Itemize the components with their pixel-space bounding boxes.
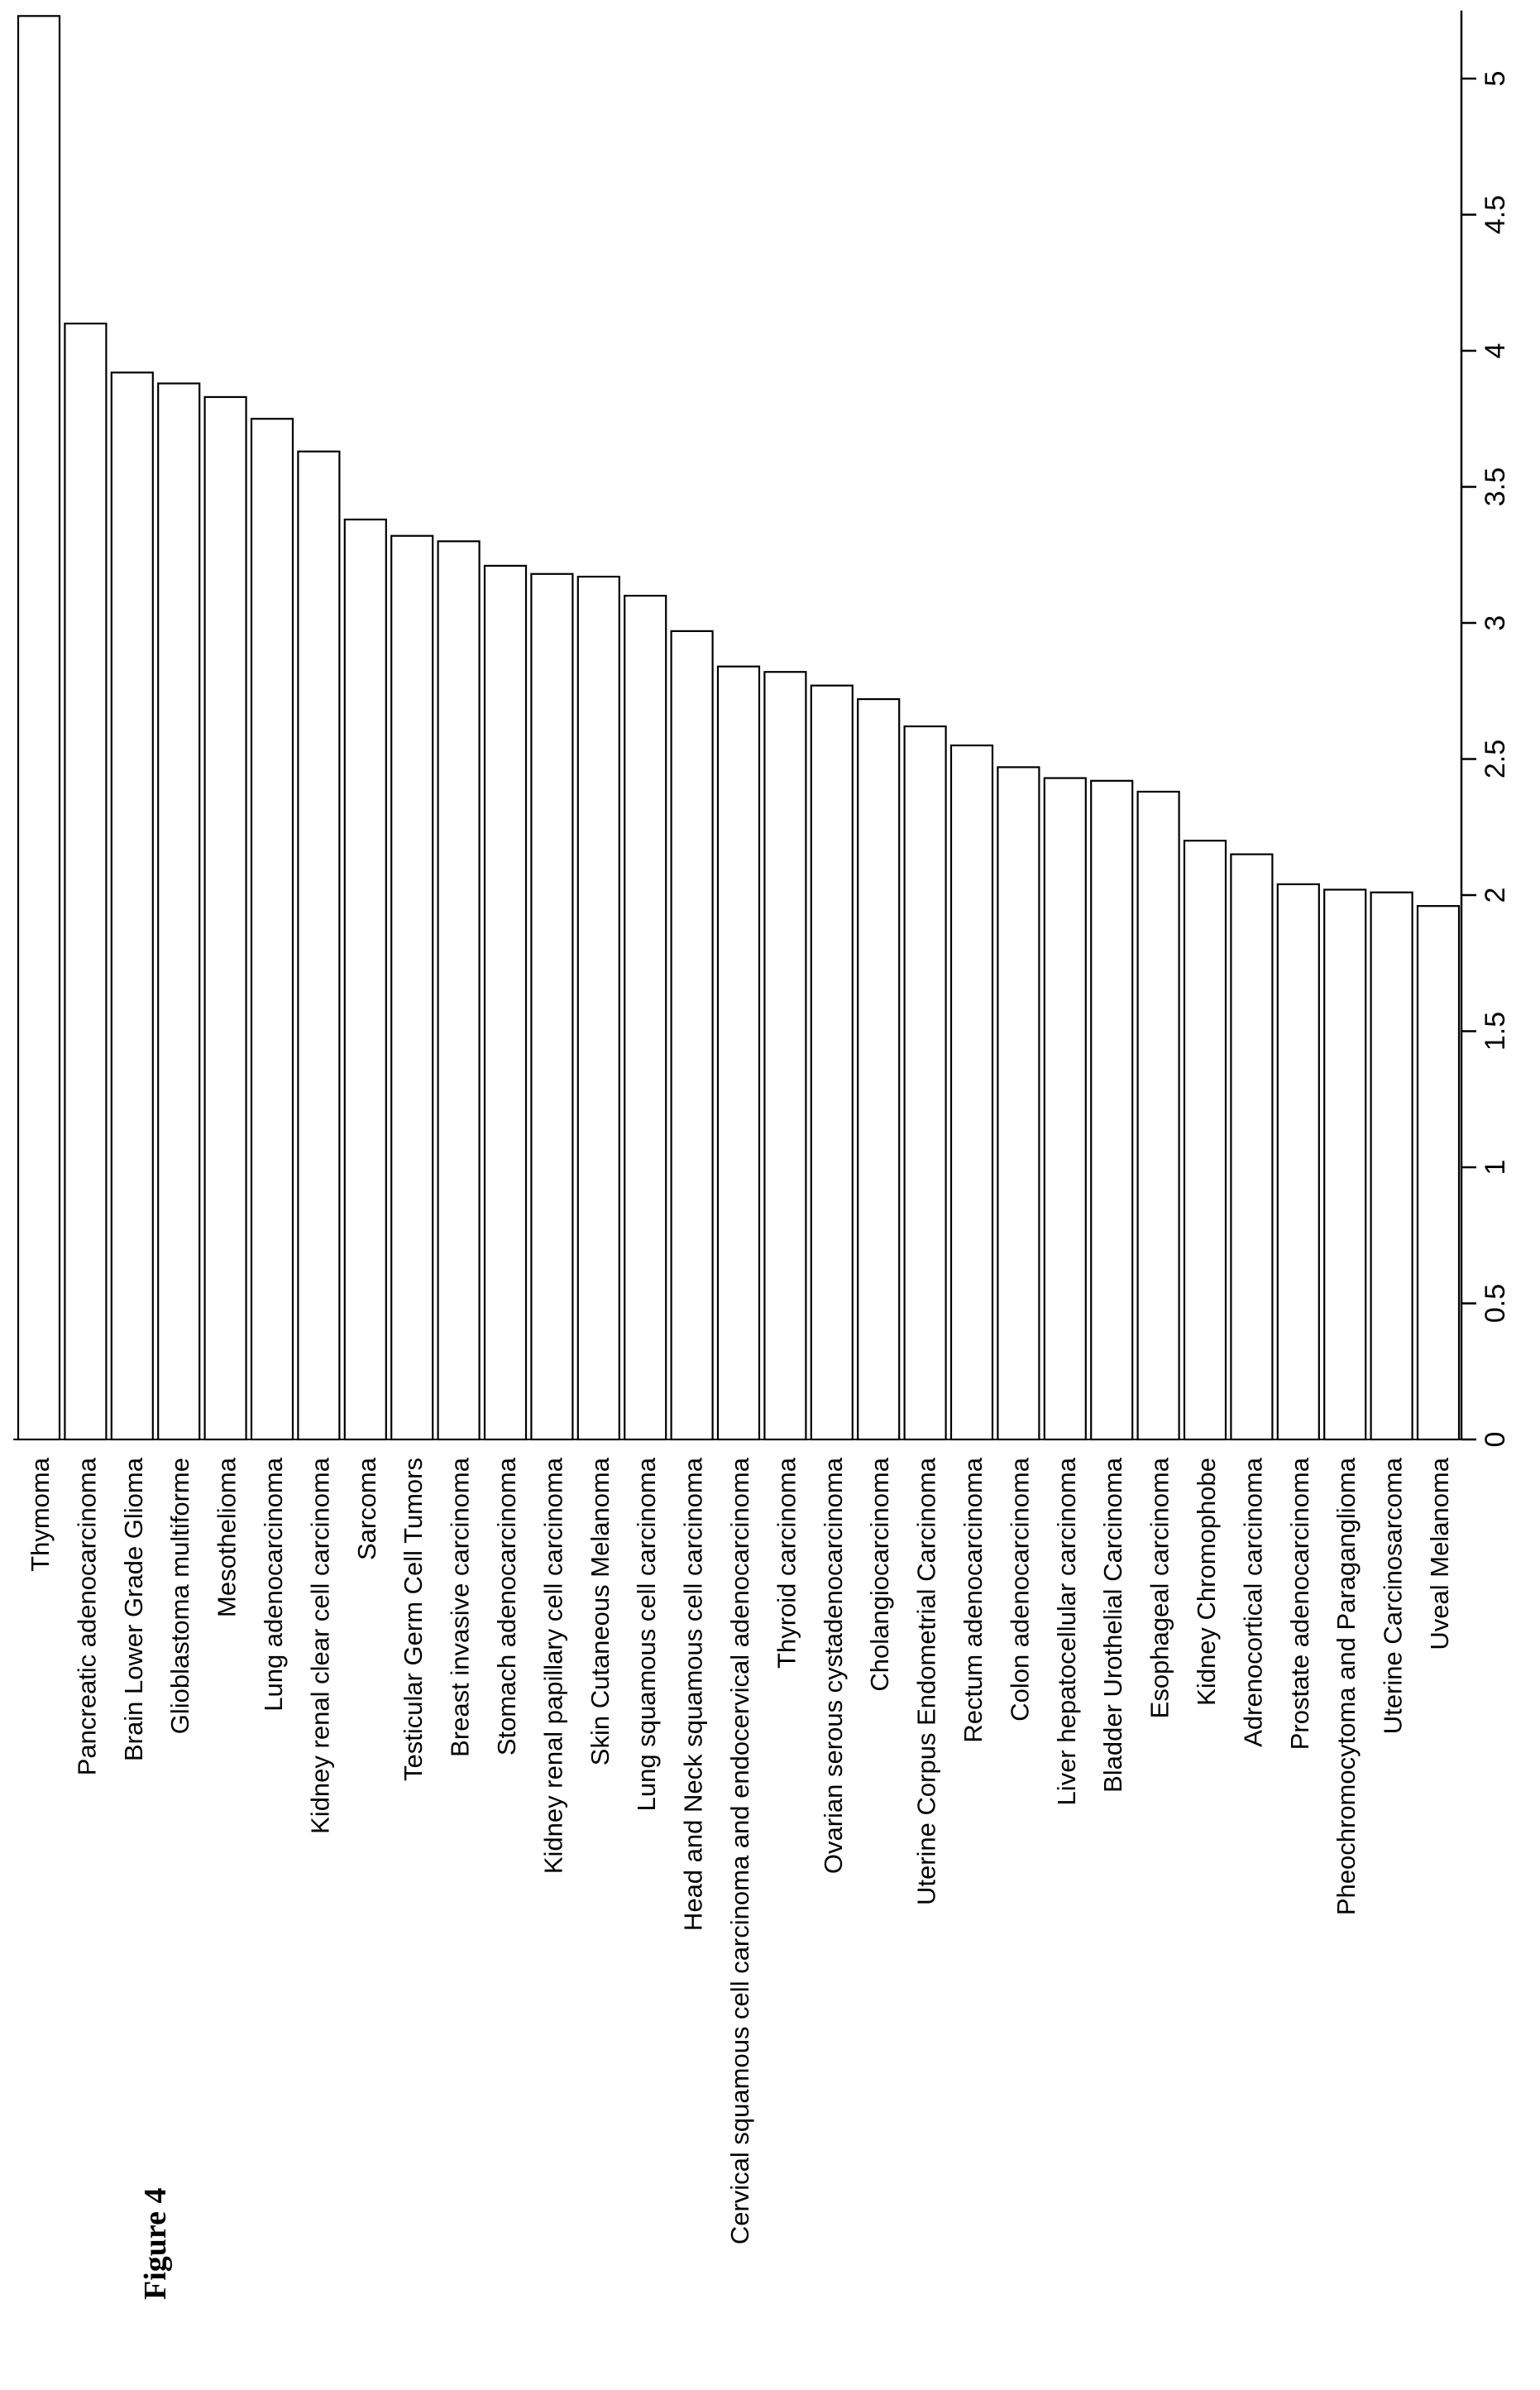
bar — [343, 518, 387, 1441]
y-tick-label: 3.5 — [1480, 467, 1511, 506]
bar — [1276, 883, 1320, 1441]
category-label: Thyroid carcinoma — [772, 1457, 801, 1669]
category-label: Thymoma — [26, 1457, 55, 1572]
bar — [857, 698, 901, 1441]
bar — [949, 744, 994, 1441]
bar — [810, 684, 854, 1441]
category-label: Mesothelioma — [213, 1457, 242, 1617]
y-tick-label: 1 — [1480, 1160, 1511, 1176]
bar — [670, 630, 714, 1441]
category-label: Uterine Carcinosarcoma — [1379, 1457, 1408, 1734]
y-tick-label: 2 — [1480, 888, 1511, 903]
category-label: Skin Cutaneous Melanoma — [586, 1457, 615, 1765]
category-label: Liver hepatocellular carcinoma — [1052, 1457, 1081, 1805]
category-label: Stomach adenocarcinoma — [492, 1457, 521, 1755]
bar — [763, 671, 807, 1441]
bar — [1136, 790, 1180, 1441]
bar — [903, 725, 947, 1441]
bar — [1230, 853, 1274, 1441]
category-label: Uveal Melanoma — [1425, 1457, 1454, 1650]
bar — [530, 572, 574, 1441]
bar — [1090, 779, 1134, 1441]
category-label: Kidney renal papillary cell carcinoma — [538, 1457, 567, 1874]
category-label: Brain Lower Grade Glioma — [119, 1457, 148, 1761]
category-label: Pheochromocytoma and Paraganglioma — [1332, 1457, 1361, 1915]
bar — [1323, 888, 1367, 1441]
bar — [1183, 840, 1227, 1441]
bar — [17, 15, 61, 1441]
category-label: Kidney renal clear cell carcinoma — [305, 1457, 334, 1834]
bar — [390, 534, 434, 1441]
bar — [297, 450, 341, 1441]
category-label: Bladder Urothelial Carcinoma — [1098, 1457, 1127, 1793]
bar — [1370, 891, 1413, 1441]
category-label: Breast invasive carcinoma — [446, 1457, 475, 1757]
y-tick-label: 1.5 — [1480, 1012, 1511, 1051]
y-tick-label: 0 — [1480, 1432, 1511, 1448]
y-tick-label: 4.5 — [1480, 195, 1511, 234]
category-label: Rectum adenocarcinoma — [959, 1457, 988, 1742]
y-tick-label: 5 — [1480, 71, 1511, 87]
figure-label: Figure 4 — [138, 2188, 173, 2300]
bar — [1043, 777, 1087, 1441]
bars-group — [17, 15, 1461, 1441]
category-label: Cholangiocarcinoma — [865, 1457, 894, 1691]
bar — [437, 540, 481, 1441]
bar — [64, 323, 108, 1441]
category-label: Cervical squamous cell carcinoma and end… — [725, 1457, 754, 2244]
bar — [483, 564, 528, 1441]
category-label: Lung adenocarcinoma — [259, 1457, 288, 1712]
category-label: Sarcoma — [352, 1457, 381, 1560]
bar — [716, 665, 761, 1441]
bar — [576, 575, 620, 1441]
y-tick-label: 0.5 — [1480, 1284, 1511, 1323]
category-label: Uterine Corpus Endometrial Carcinoma — [912, 1457, 941, 1905]
bar — [250, 418, 294, 1441]
category-label: Esophageal carcinoma — [1145, 1457, 1174, 1718]
category-label: Colon adenocarcinoma — [1005, 1457, 1034, 1722]
bar — [1416, 905, 1461, 1441]
y-tick-label: 4 — [1480, 343, 1511, 359]
category-label: Pancreatic adenocarcinoma — [72, 1457, 101, 1775]
bar — [203, 395, 247, 1441]
category-label: Kidney Chromophobe — [1192, 1458, 1221, 1706]
bar — [110, 371, 154, 1441]
category-label: Testicular Germ Cell Tumors — [399, 1458, 428, 1781]
bar — [624, 594, 667, 1441]
y-tick-label: 2.5 — [1480, 740, 1511, 778]
bar — [997, 766, 1040, 1441]
category-label: Lung squamous cell carcinoma — [632, 1457, 661, 1811]
y-tick-label: 3 — [1480, 615, 1511, 631]
category-label: Prostate adenocarcinoma — [1285, 1457, 1314, 1750]
category-label: Ovarian serous cystadenocarcinoma — [819, 1457, 848, 1874]
bar — [157, 382, 201, 1441]
category-labels-group: Thymoma Pancreatic adenocarcinoma Brain Lo… — [26, 1457, 1454, 2244]
category-label: Head and Neck squamous cell carcinoma — [679, 1457, 708, 1931]
category-label: Glioblastoma multiforme — [165, 1458, 194, 1734]
category-label: Adrenocortical carcinoma — [1238, 1457, 1267, 1747]
